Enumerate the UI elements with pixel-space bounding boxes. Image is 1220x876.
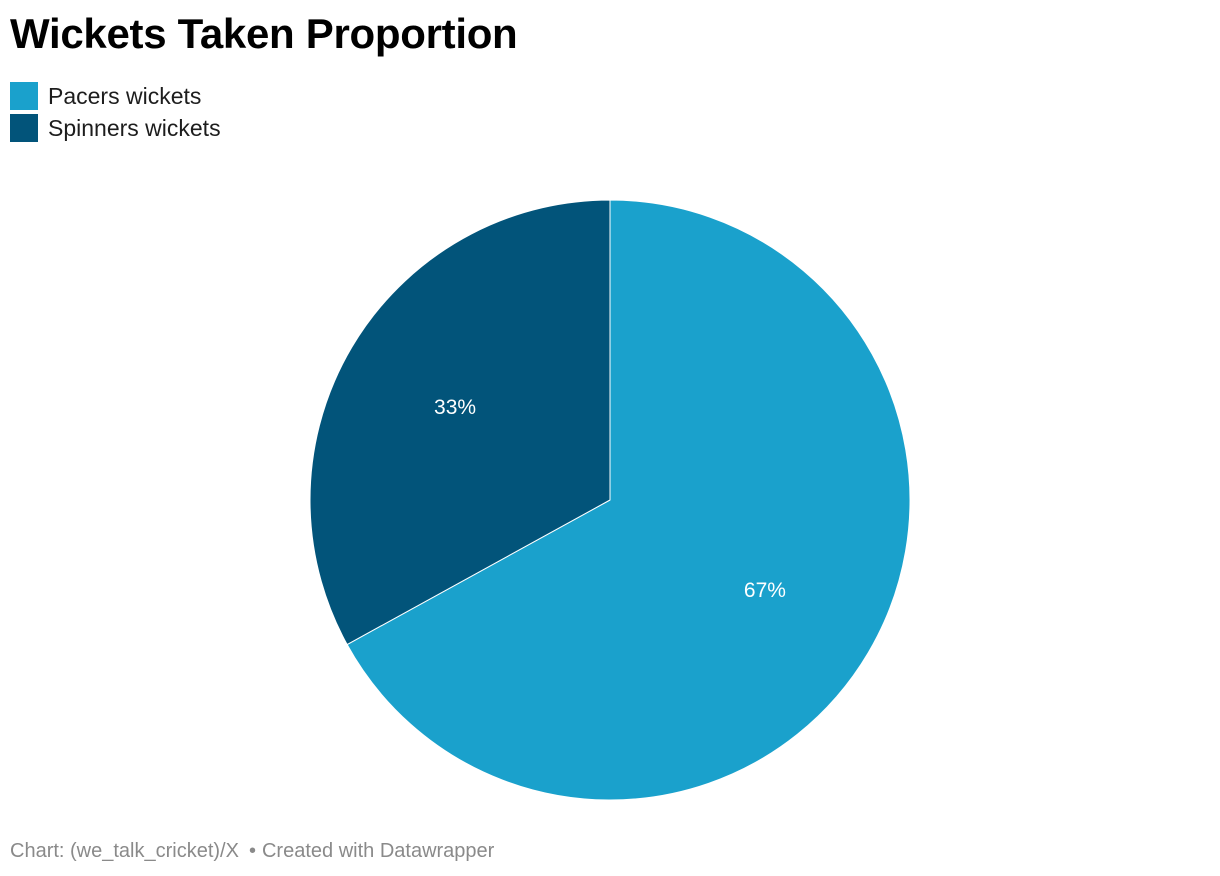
footer-separator: • [248,840,256,862]
slice-label-pacers: 67% [744,579,786,602]
pie-slice-spinners [309,199,611,646]
legend-label-pacers: Pacers wickets [48,82,202,109]
chart-title: Wickets Taken Proportion [10,10,518,57]
legend-label-spinners: Spinners wickets [48,114,221,141]
pie-slices [309,199,911,801]
legend: Pacers wickets Spinners wickets [10,80,221,144]
legend-swatch-pacers [10,82,38,110]
legend-swatch-spinners [10,114,38,142]
pie-labels: 67% 33% [434,396,786,602]
legend-item-pacers: Pacers wickets [10,80,221,112]
source-note: Chart: (we_talk_cricket)/X [10,840,239,862]
chart-footer: Chart: (we_talk_cricket)/X • Created with … [10,840,494,863]
slice-label-spinners: 33% [434,396,476,419]
credit-note: Created with Datawrapper [261,840,495,862]
legend-item-spinners: Spinners wickets [10,112,221,144]
pie-slice-pacers [346,199,911,801]
